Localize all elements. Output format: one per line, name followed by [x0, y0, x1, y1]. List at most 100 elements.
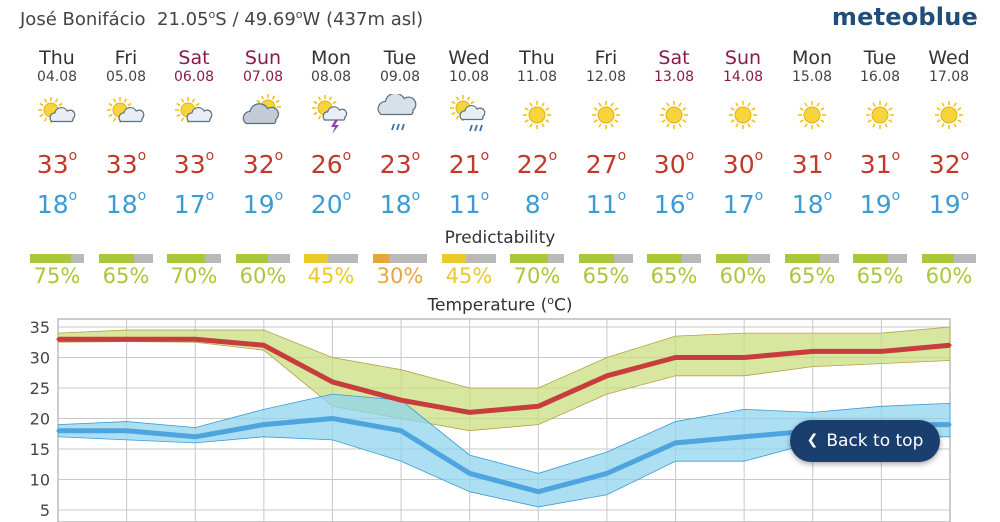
- min-temperature-value: 11: [585, 190, 618, 219]
- max-temperature: 32o: [229, 148, 297, 179]
- day-header: Tue 16.08: [846, 47, 914, 86]
- day-date: 10.08: [448, 69, 490, 85]
- day-date: 08.08: [310, 69, 352, 85]
- predictability-percent: 65%: [102, 264, 150, 288]
- max-temperature-value: 21: [448, 150, 481, 179]
- min-temperature: 19o: [915, 187, 983, 219]
- max-temperature-value: 27: [585, 150, 618, 179]
- min-temperature-value: 8: [524, 190, 541, 219]
- day-name: Tue: [863, 47, 897, 69]
- max-temperature: 33o: [160, 147, 228, 179]
- predictability-bar: [373, 254, 427, 263]
- min-temperature-value: 17: [173, 190, 206, 219]
- max-temperature: 31o: [846, 148, 914, 179]
- max-temperature: 23o: [366, 148, 434, 179]
- day-date: 16.08: [859, 69, 901, 85]
- max-temperature: 30o: [709, 148, 777, 179]
- max-temperature-point: [674, 356, 678, 359]
- min-temperature-value: 19: [928, 190, 961, 219]
- longitude-value: 49.69: [244, 9, 296, 30]
- day-name: Mon: [310, 47, 352, 69]
- max-temperature-value: 32: [242, 150, 275, 179]
- degree-mark: o: [960, 147, 970, 164]
- degree-mark: o: [68, 147, 78, 164]
- max-temperature-point: [468, 410, 472, 414]
- temperature-chart: 5 10 15 20 25 30 35: [30, 318, 952, 522]
- sun-icon: [926, 94, 972, 136]
- y-tick-label: 5: [40, 501, 50, 520]
- temperature-title-suffix: C): [553, 295, 573, 316]
- predictability-percent: 70%: [170, 264, 218, 288]
- y-tick-label: 35: [30, 318, 50, 337]
- back-to-top-button[interactable]: ❮ Back to top: [790, 420, 940, 462]
- max-temperature: 27o: [572, 148, 640, 179]
- degree-mark: o: [411, 187, 421, 204]
- location-header: José Bonifácio 21.05oS / 49.69oW (437m a…: [20, 8, 423, 30]
- degree-mark: o: [205, 147, 215, 164]
- meteoblue-logo[interactable]: meteoblue: [831, 3, 978, 31]
- temperature-title-prefix: Temperature (: [427, 295, 548, 316]
- min-temperature: 18o: [92, 187, 160, 219]
- min-temperature: 20o: [297, 188, 365, 219]
- day-date: 09.08: [379, 69, 421, 85]
- degree-mark: o: [960, 187, 970, 204]
- max-temperature-point: [536, 404, 540, 408]
- max-temperature-point: [262, 343, 266, 347]
- day-date: 11.08: [516, 69, 558, 85]
- degree-mark: o: [480, 187, 490, 204]
- max-temperature: 21o: [435, 148, 503, 179]
- day-header: Fri 05.08: [92, 48, 160, 86]
- min-temperature-value: 18: [105, 190, 138, 219]
- day-header: Sat 13.08: [640, 48, 708, 86]
- max-temperature-line: [58, 336, 951, 415]
- degree-mark: o: [137, 147, 147, 164]
- day-header: Sat 06.08: [160, 48, 228, 86]
- day-header: Thu 11.08: [503, 48, 571, 86]
- predictability-fill: [30, 254, 71, 263]
- sun-icon: [789, 94, 835, 136]
- y-tick-label: 10: [30, 471, 50, 490]
- predictability-percent: 65%: [788, 264, 836, 288]
- day-date: 06.08: [173, 69, 215, 85]
- max-temperature-value: 23: [379, 150, 412, 179]
- predictability-percent: 30%: [376, 264, 424, 288]
- predictability-fill: [442, 254, 467, 263]
- predictability-bar: [853, 254, 907, 263]
- degree-mark: o: [137, 187, 147, 204]
- y-tick-label: 20: [30, 410, 50, 429]
- predictability-fill: [510, 254, 548, 263]
- day-name: Fri: [594, 47, 618, 69]
- predictability-bar: [510, 254, 564, 263]
- degree-mark: o: [617, 187, 627, 204]
- predictability-bar: [922, 254, 976, 263]
- min-temperature: 19o: [229, 188, 297, 219]
- latitude-direction: S: [215, 9, 227, 30]
- day-name: Sun: [724, 47, 762, 69]
- min-temperature-value: 19: [859, 190, 892, 219]
- predictability-percent: 70%: [513, 264, 561, 288]
- min-temperature-value: 20: [310, 190, 343, 219]
- predictability-bar: [647, 254, 701, 263]
- max-temperature-value: 31: [859, 150, 892, 179]
- location-name: José Bonifácio: [20, 9, 146, 30]
- day-date: 15.08: [791, 69, 833, 85]
- degree-mark: o: [823, 147, 833, 164]
- sun-icon: [514, 94, 560, 136]
- back-to-top-label: Back to top: [826, 431, 924, 451]
- predictability-fill: [579, 254, 615, 263]
- predictability-fill: [167, 254, 205, 263]
- day-name: Wed: [448, 47, 490, 69]
- predictability-fill: [99, 254, 135, 263]
- predictability-percent: 60%: [719, 264, 767, 288]
- max-temperature-value: 22: [516, 150, 549, 179]
- day-date: 05.08: [105, 69, 147, 85]
- y-tick-label: 15: [30, 440, 50, 459]
- day-name: Tue: [383, 47, 417, 69]
- degree-mark: o: [548, 147, 558, 164]
- max-temperature-value: 26: [310, 150, 343, 179]
- predictability-bar: [442, 254, 496, 263]
- max-temperature-point: [193, 337, 197, 341]
- min-temperature-point: [742, 435, 746, 439]
- latitude-degree: o: [208, 8, 216, 21]
